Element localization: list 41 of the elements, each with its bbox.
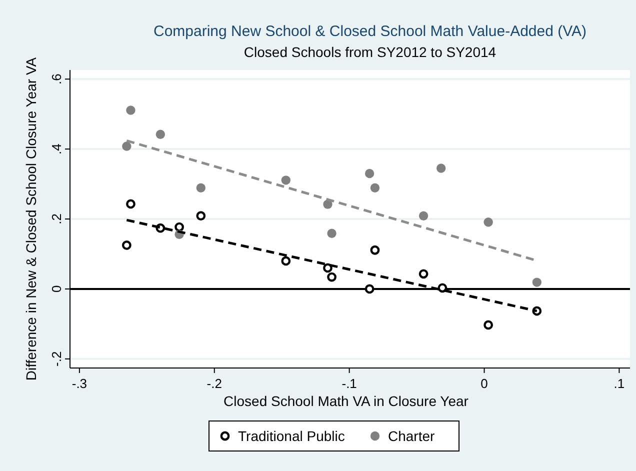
point bbox=[484, 218, 493, 227]
point bbox=[436, 164, 446, 173]
point bbox=[327, 272, 336, 282]
y-tick-label: .2 bbox=[49, 214, 64, 224]
y-tick-label: 0 bbox=[49, 285, 64, 293]
point bbox=[196, 211, 206, 221]
x-tick-label: .1 bbox=[614, 376, 625, 391]
y-axis-title: Difference in New & Closed School Closure Year VA bbox=[23, 56, 39, 381]
point bbox=[370, 245, 380, 255]
point bbox=[327, 228, 336, 238]
point bbox=[418, 211, 428, 220]
point bbox=[364, 168, 374, 178]
y-tick-label: .6 bbox=[49, 74, 64, 85]
chart-subtitle: Closed Schools from SY2012 to SY2014 bbox=[244, 44, 496, 60]
point bbox=[323, 263, 332, 273]
point bbox=[484, 320, 494, 330]
point bbox=[174, 222, 184, 232]
point bbox=[370, 183, 380, 192]
point bbox=[196, 183, 206, 192]
point bbox=[281, 176, 291, 185]
x-tick-label: -.3 bbox=[72, 376, 88, 391]
x-tick-label: -.2 bbox=[206, 376, 222, 391]
point bbox=[122, 240, 132, 250]
point bbox=[156, 130, 166, 139]
point bbox=[122, 142, 132, 151]
point bbox=[532, 278, 542, 287]
point bbox=[438, 283, 448, 293]
y-tick-label: .4 bbox=[49, 144, 64, 154]
x-axis-title: Closed School Math VA in Closure Year bbox=[224, 393, 469, 409]
legend-label: Charter bbox=[388, 428, 436, 444]
point bbox=[281, 256, 291, 266]
point bbox=[126, 199, 136, 209]
point bbox=[418, 269, 428, 279]
legend-label: Traditional Public bbox=[238, 428, 345, 444]
x-tick-label: -.1 bbox=[342, 376, 357, 391]
point bbox=[364, 284, 374, 294]
x-tick-label: 0 bbox=[480, 376, 488, 391]
point bbox=[323, 200, 332, 209]
point bbox=[126, 106, 136, 115]
y-tick-label: -.2 bbox=[49, 351, 64, 366]
chart-title: Comparing New School & Closed School Math Value-Added (VA) bbox=[154, 23, 586, 40]
